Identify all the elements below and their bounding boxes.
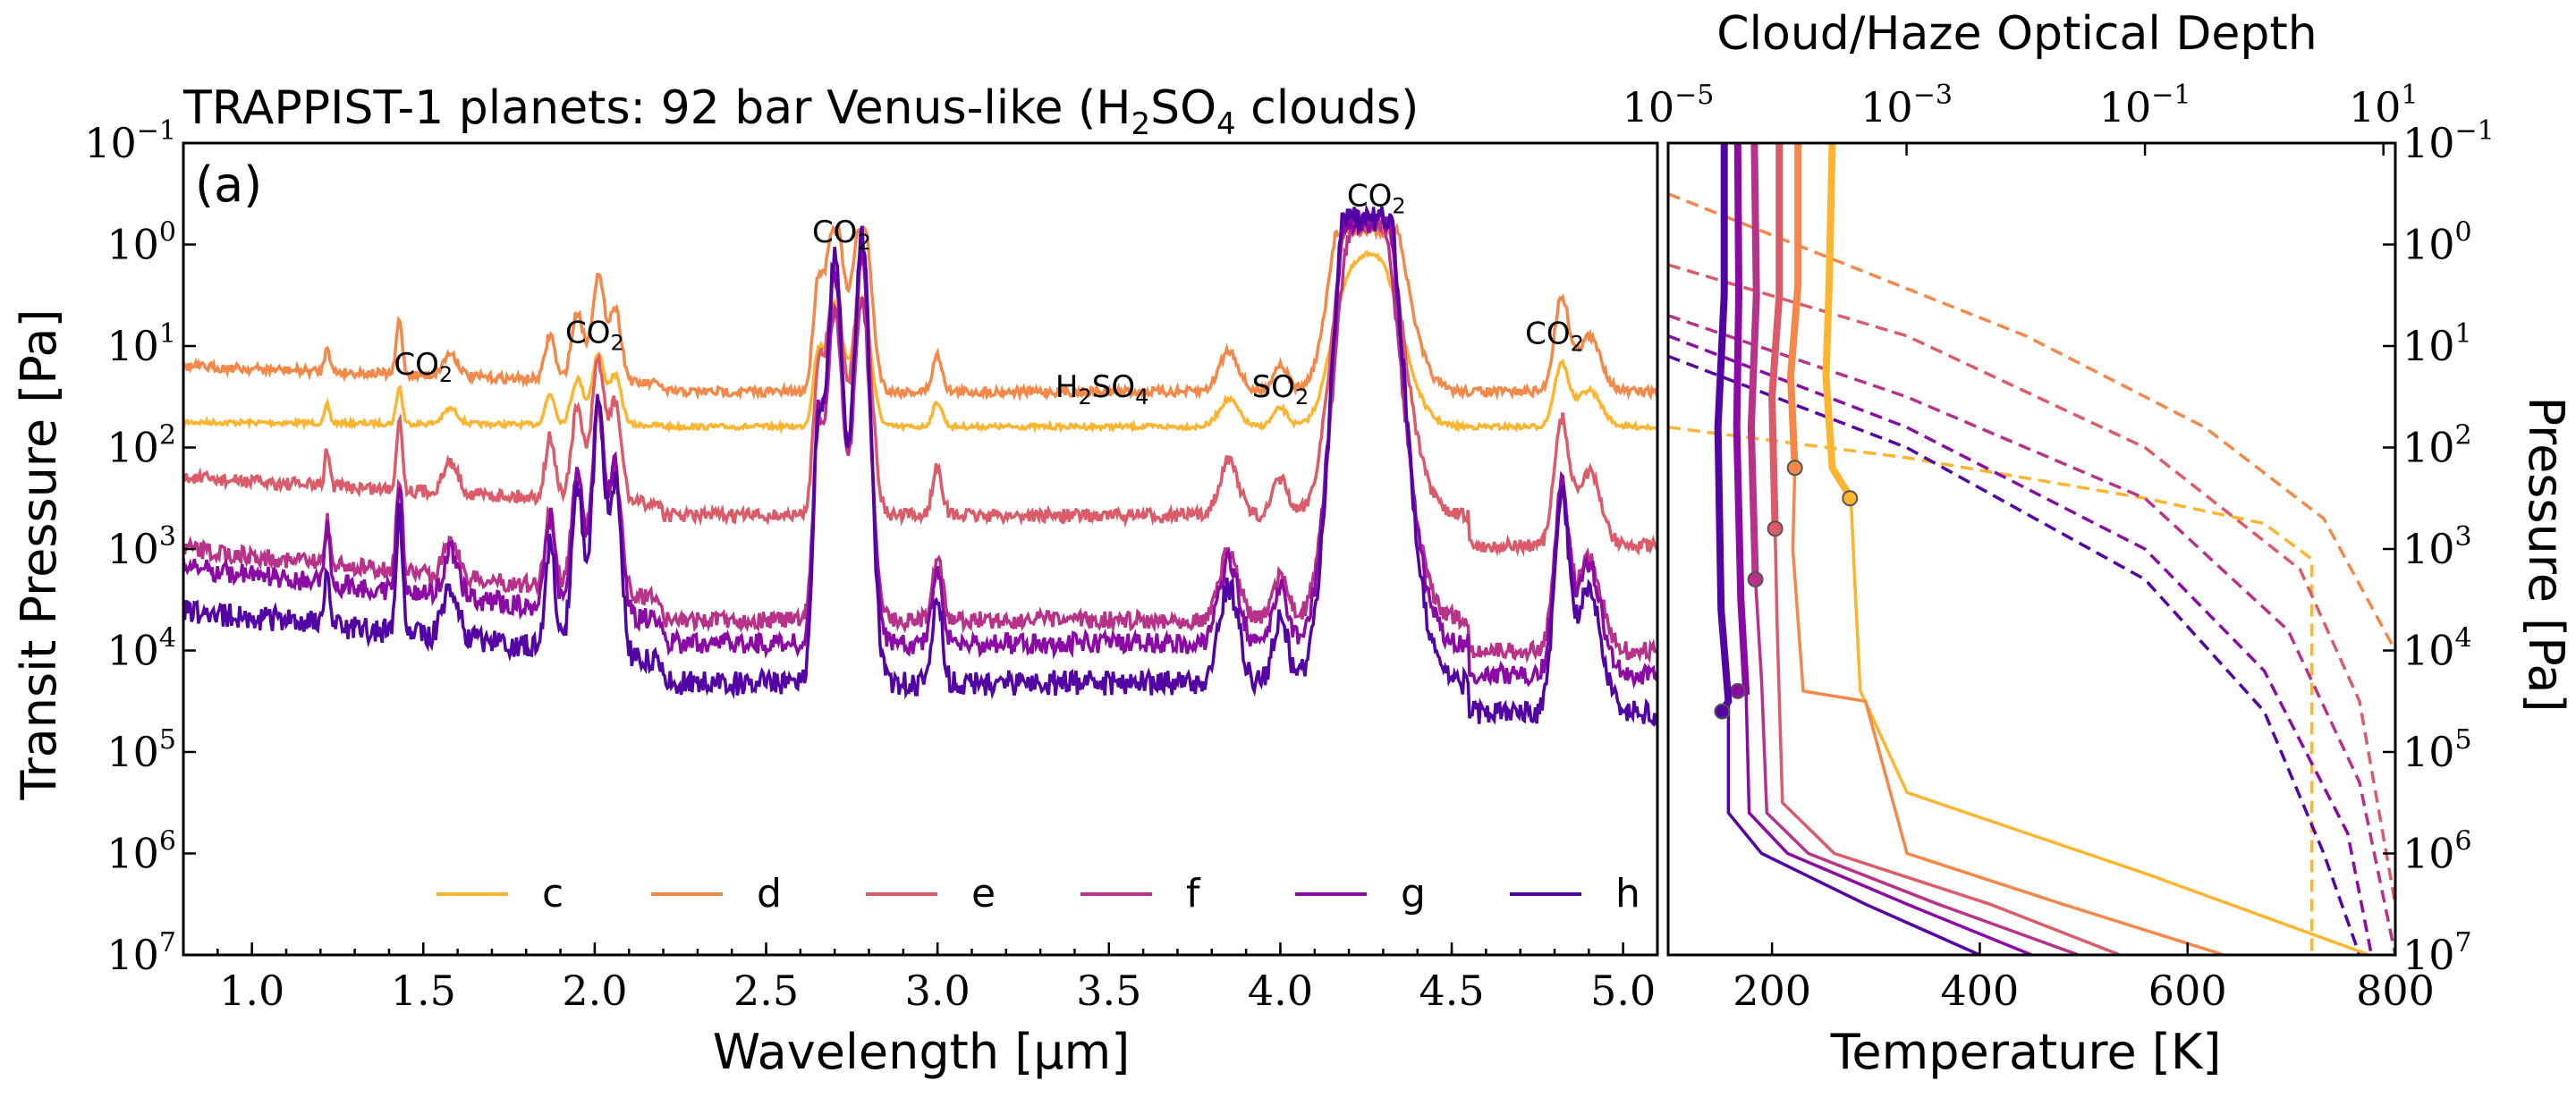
pressure-tick-label: 10−1	[2402, 115, 2495, 167]
spectrum-series-c	[182, 249, 1658, 435]
pressure-tick-label: 103	[2402, 521, 2472, 573]
y-tick-label: 101	[106, 318, 176, 370]
y-tick-label: 107	[106, 927, 176, 979]
x-tick-label: 1.0	[219, 967, 284, 1015]
temperature-tick-label: 800	[2356, 967, 2435, 1015]
optical-depth-tick-label: 10−3	[1860, 80, 1953, 131]
pressure-tick-label: 107	[2402, 927, 2472, 979]
optical-depth-h	[1667, 354, 2361, 956]
molecule-label: CO2	[394, 347, 453, 387]
cloud-base-marker-f	[1747, 571, 1764, 588]
temperature-profile-e	[1770, 143, 2121, 957]
panel-a-title: TRAPPIST-1 planets: 92 bar Venus-like (H…	[182, 81, 1419, 142]
optical-depth-tick-label: 10−5	[1623, 80, 1715, 131]
cloud-layer-e	[1768, 143, 1784, 529]
molecule-label: CO2	[565, 316, 624, 356]
legend-label-d: d	[757, 871, 782, 916]
temperature-tick-label: 200	[1733, 967, 1811, 1015]
pressure-tick-label: 100	[2402, 217, 2472, 269]
y-tick-label: 10−1	[84, 115, 176, 167]
pressure-tick-label: 101	[2402, 318, 2472, 370]
panel-a-ticks: 1.0 1.5 2.0 2.5 3.0 3.5 4.0 4.5 5.0 10−1 100 101 102…	[84, 115, 1659, 1015]
pressure-tick-label: 102	[2402, 420, 2472, 472]
spectrum-series-d	[182, 220, 1659, 402]
cloud-layer-f	[1747, 142, 1760, 580]
legend-label-g: g	[1401, 871, 1426, 916]
cloud-base-marker-g	[1729, 682, 1746, 699]
y-axis-label: Transit Pressure [Pa]	[11, 308, 67, 800]
x-tick-label: 2.0	[562, 967, 627, 1015]
optical-depth-g	[1667, 334, 2374, 956]
cloud-layer-h	[1714, 143, 1733, 714]
legend-label-h: h	[1615, 871, 1640, 916]
molecule-label: SO2	[1252, 369, 1309, 410]
pressure-tick-label: 105	[2402, 724, 2472, 776]
molecule-label: CO2	[1525, 317, 1584, 357]
x-axis-label: Wavelength [μm]	[713, 1024, 1131, 1080]
y-tick-label: 106	[106, 826, 176, 878]
panel-a: TRAPPIST-1 planets: 92 bar Venus-like (H…	[11, 81, 1659, 1080]
temperature-tick-label: 600	[2148, 967, 2227, 1015]
temperature-tick-label: 400	[1941, 967, 2020, 1015]
x-tick-label: 3.5	[1076, 967, 1141, 1015]
top-x-axis-label: Cloud/Haze Optical Depth	[1716, 7, 2317, 61]
optical-depth-tick-label: 101	[2349, 80, 2419, 131]
legend-label-e: e	[971, 871, 996, 916]
optical-depth-tick-label: 10−1	[2099, 80, 2191, 131]
cloud-base-marker-h	[1714, 703, 1731, 720]
temperature-axis-label: Temperature [K]	[1830, 1024, 2222, 1080]
legend-label-f: f	[1186, 871, 1201, 916]
cloud-layer-d	[1786, 143, 1802, 469]
molecule-label: CO2	[1347, 178, 1406, 218]
y-tick-label: 100	[106, 217, 176, 269]
x-tick-label: 4.0	[1248, 967, 1313, 1015]
optical-depth-e	[1667, 263, 2397, 905]
pressure-tick-label: 106	[2402, 826, 2472, 878]
x-tick-label: 2.5	[733, 967, 799, 1015]
x-tick-label: 5.0	[1590, 967, 1656, 1015]
panel-b: Cloud/Haze Optical Depth 200 400 600 800 10−…	[1623, 7, 2574, 1080]
y-tick-label: 103	[106, 521, 176, 573]
temperature-profile-c	[1824, 142, 2370, 957]
molecule-label: CO2	[812, 215, 871, 255]
x-tick-label: 1.5	[391, 967, 456, 1015]
molecule-label: H2SO4	[1055, 369, 1148, 410]
optical-depth-profiles	[1667, 192, 2397, 956]
pressure-tick-label: 104	[2402, 623, 2472, 675]
optical-depth-c	[1667, 426, 2314, 955]
x-tick-label: 4.5	[1419, 967, 1484, 1015]
pressure-axis-label: Pressure [Pa]	[2518, 396, 2574, 712]
spectrum-series-h	[182, 203, 1659, 728]
cloud-base-marker-e	[1767, 520, 1784, 537]
legend-label-c: c	[542, 871, 564, 916]
y-tick-label: 104	[106, 623, 176, 675]
y-tick-label: 105	[106, 724, 176, 776]
panel-a-annotations: CO2 CO2 CO2 H2SO4 SO2 CO2 CO2	[394, 178, 1584, 409]
panel-b-frame	[1666, 141, 2397, 957]
legend: c d e f g h	[436, 871, 1640, 916]
cloud-base-marker-d	[1786, 460, 1803, 477]
panel-a-frame	[182, 141, 1659, 957]
panel-a-series	[182, 203, 1659, 728]
spectrum-series-e	[182, 216, 1659, 557]
cloud-layer-c	[1822, 142, 1858, 503]
temperature-profiles	[1714, 142, 2370, 957]
optical-depth-d	[1667, 192, 2397, 652]
temperature-profile-d	[1789, 143, 2224, 957]
y-tick-label: 102	[106, 420, 176, 472]
cloud-base-marker-c	[1842, 490, 1859, 507]
panel-label: (a)	[195, 156, 262, 213]
x-tick-label: 3.0	[905, 967, 970, 1015]
